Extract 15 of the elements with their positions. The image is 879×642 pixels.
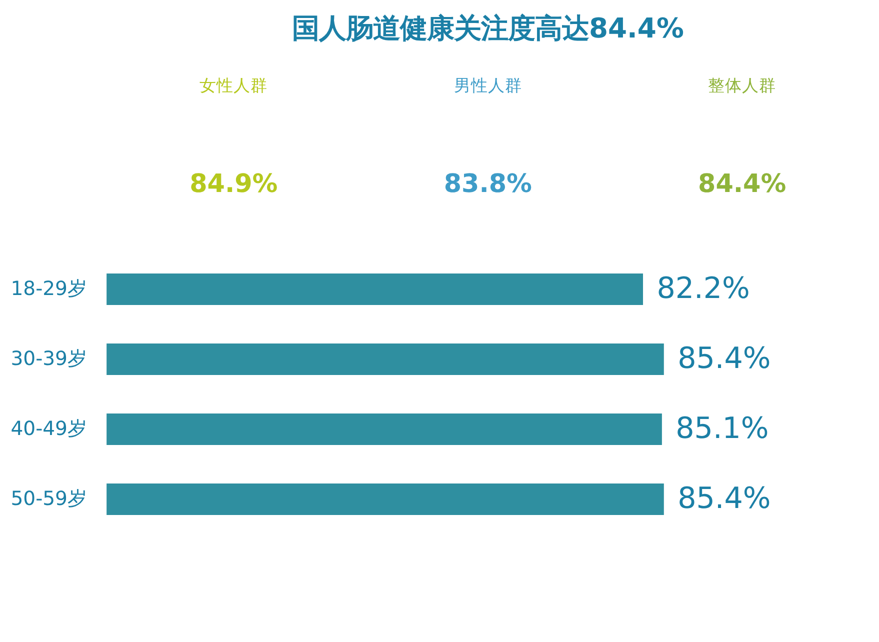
category-label: 整体人群 xyxy=(708,76,776,96)
y-tick-label: 18-29岁 xyxy=(10,277,88,300)
data-label: 85.4% xyxy=(678,341,771,376)
data-label: 82.2% xyxy=(656,271,750,306)
data-label: 84.9% xyxy=(190,168,278,198)
y-tick-label: 50-59岁 xyxy=(10,487,88,510)
category-label: 男性人群 xyxy=(454,76,522,96)
data-label: 84.4% xyxy=(698,168,786,198)
y-tick-label: 40-49岁 xyxy=(10,417,88,440)
data-label: 83.8% xyxy=(444,168,532,198)
data-label: 85.1% xyxy=(676,411,769,446)
data-label: 85.4% xyxy=(678,481,771,516)
y-tick-label: 30-39岁 xyxy=(10,347,88,370)
text: 国人肠道健康关注度高达84.4% xyxy=(292,13,684,44)
category-label: 女性人群 xyxy=(200,76,268,96)
